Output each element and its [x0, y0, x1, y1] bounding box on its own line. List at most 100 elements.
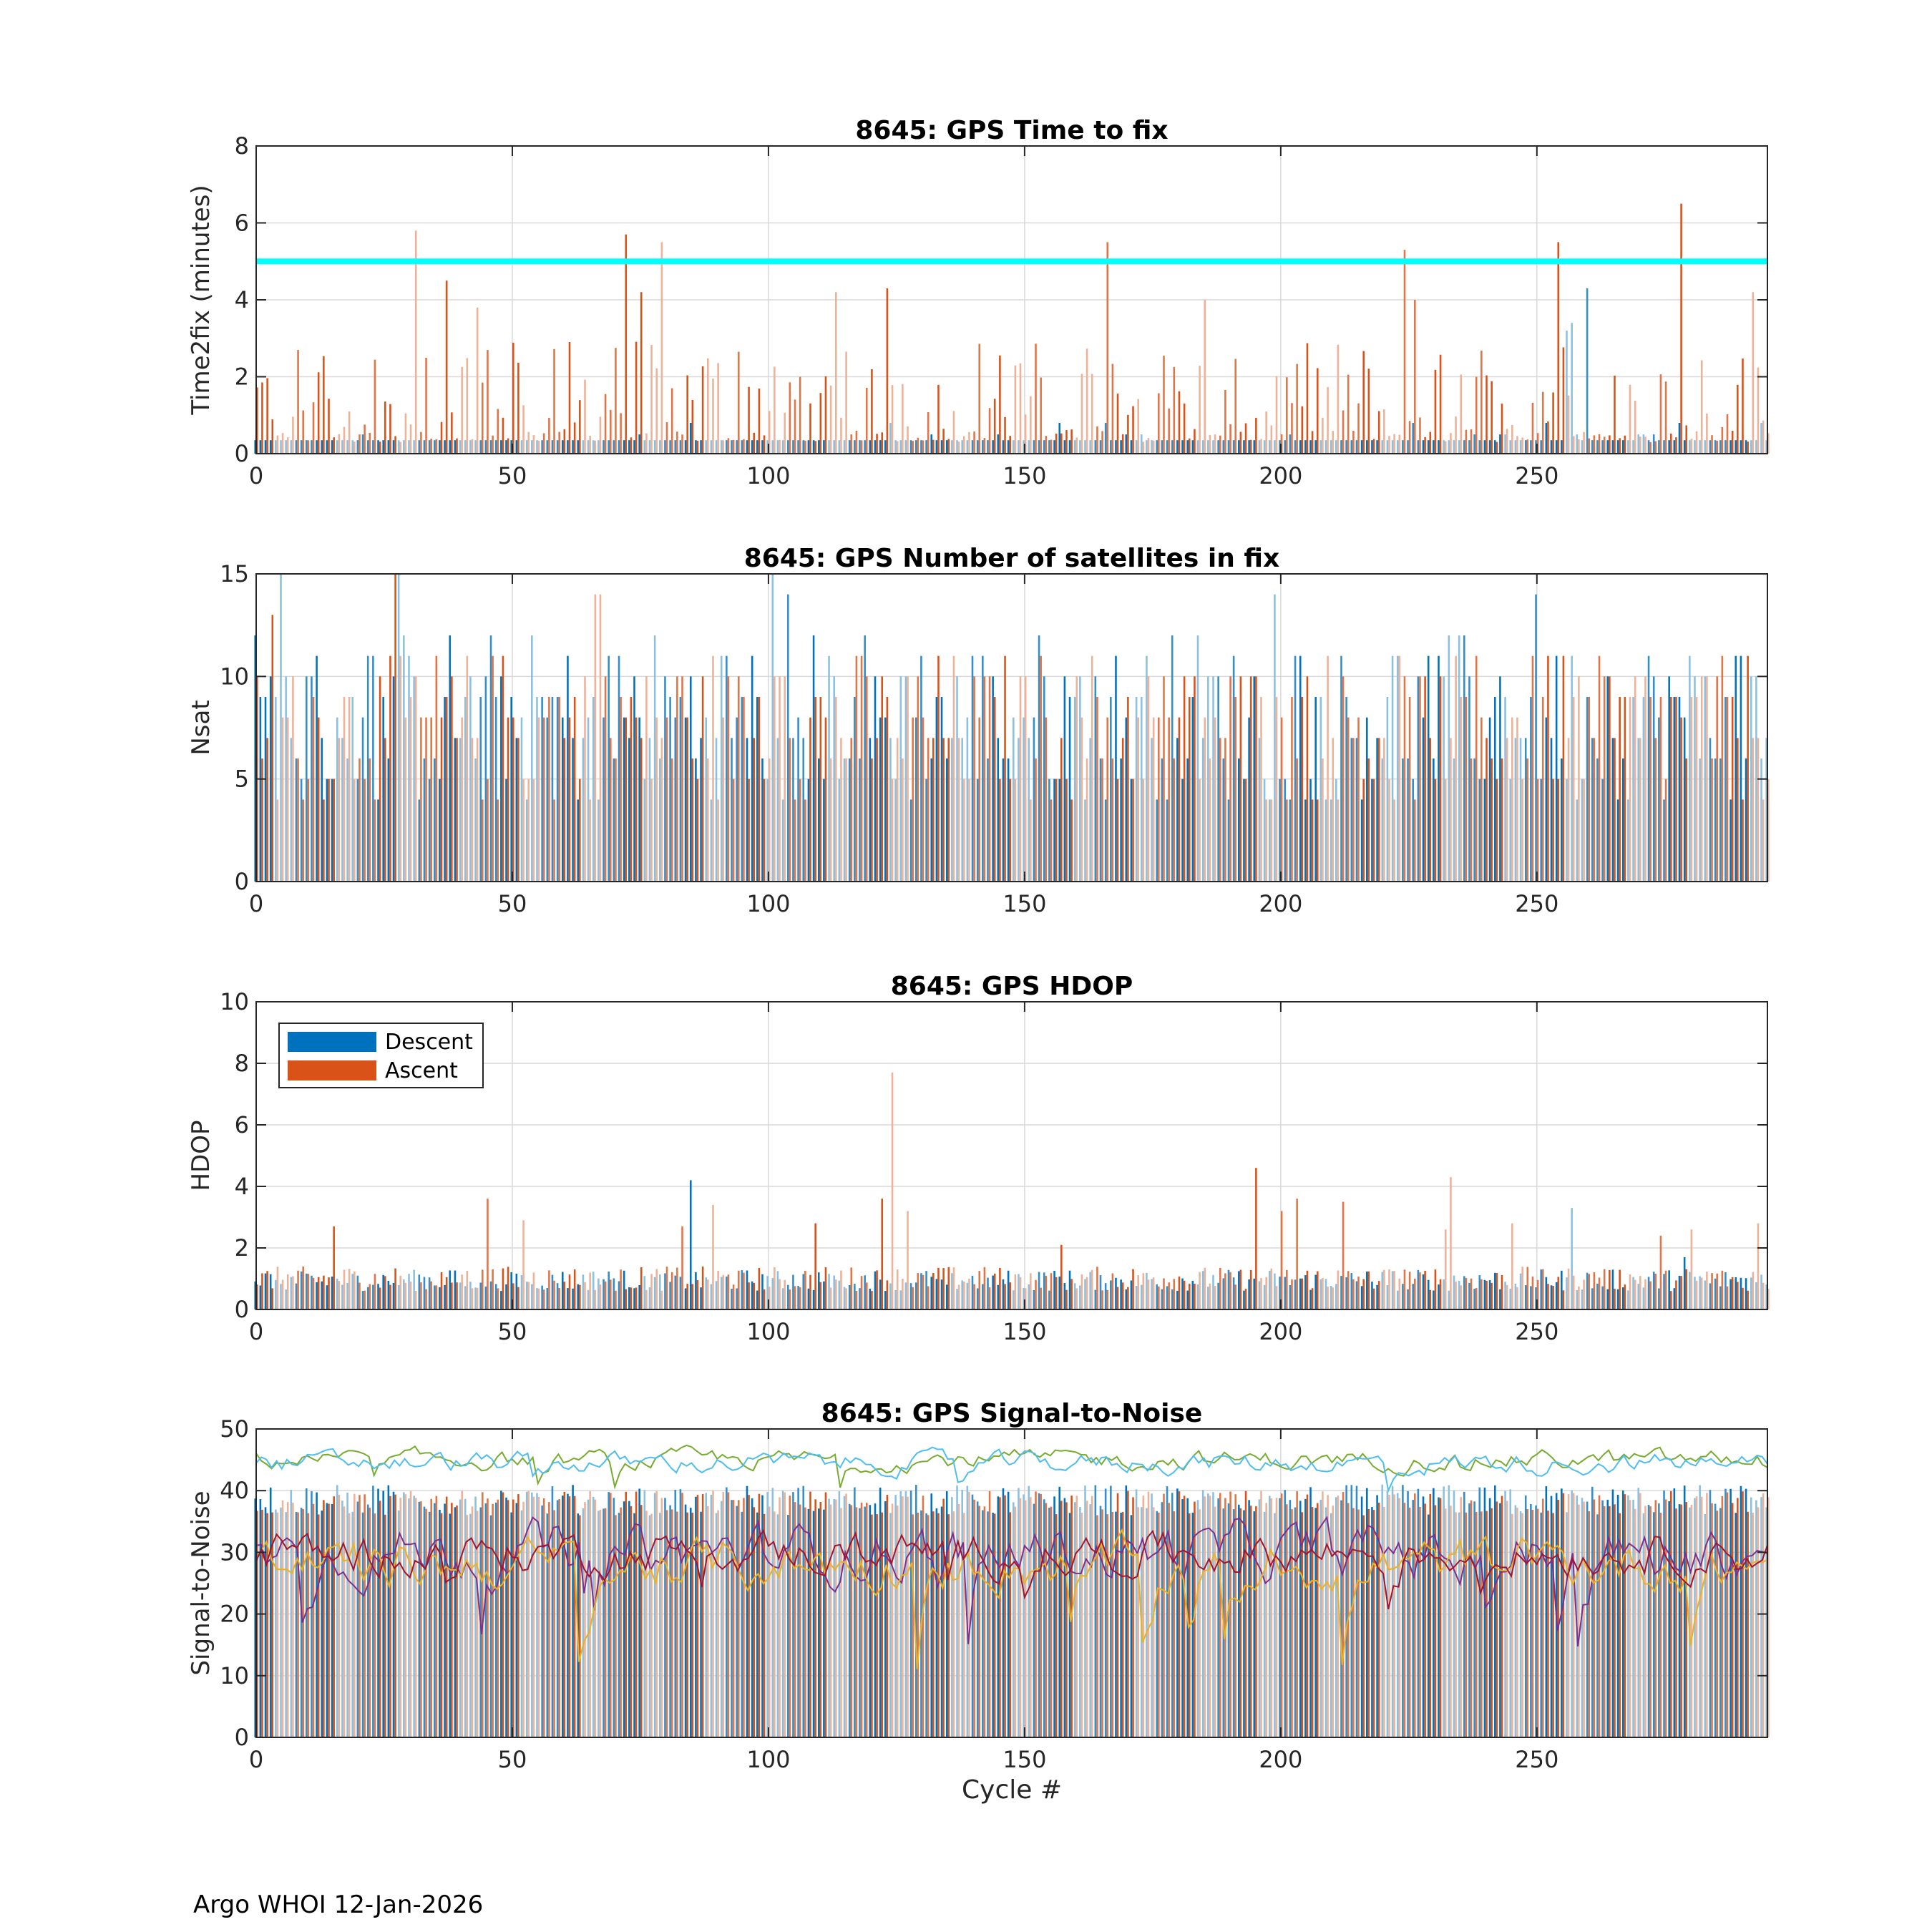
bar-ascent	[701, 1266, 704, 1309]
bar-ascent	[1414, 799, 1416, 882]
bar-ascent	[348, 1513, 351, 1737]
bar-ascent	[840, 417, 842, 454]
bar-descent	[746, 1270, 748, 1309]
bar-descent	[1611, 738, 1614, 882]
bar-descent	[1110, 440, 1112, 454]
bar-ascent	[312, 1503, 315, 1737]
bar-ascent	[932, 1511, 935, 1737]
bar-descent	[551, 1274, 554, 1309]
bar-descent	[781, 1491, 784, 1737]
bar-ascent	[1583, 1501, 1585, 1737]
bar-descent	[664, 1498, 666, 1737]
bar-descent	[720, 1277, 723, 1309]
bar-ascent	[988, 1287, 991, 1309]
bar-ascent	[1603, 436, 1606, 454]
bar-descent	[951, 440, 953, 454]
bar-ascent	[660, 1290, 663, 1309]
bar-ascent	[1644, 436, 1646, 454]
bar-descent	[776, 440, 779, 454]
bar-descent	[1263, 779, 1266, 882]
bar-ascent	[573, 1496, 576, 1737]
bar-ascent	[404, 413, 407, 454]
bar-descent	[1493, 1485, 1496, 1737]
bar-descent	[781, 799, 784, 882]
bar-descent	[459, 738, 462, 882]
bar-ascent	[789, 1496, 791, 1737]
bar-ascent	[1147, 438, 1150, 454]
bar-ascent	[374, 1274, 376, 1309]
bar-ascent	[1634, 676, 1636, 882]
bar-descent	[961, 1489, 963, 1737]
legend-label-descent: Descent	[385, 1030, 473, 1055]
bar-descent	[756, 697, 758, 882]
bar-descent	[1274, 440, 1276, 454]
bar-ascent	[743, 1498, 745, 1737]
bar-ascent	[1675, 1508, 1677, 1737]
bar-ascent	[774, 1511, 776, 1737]
bar-ascent	[1311, 1507, 1314, 1737]
bar-descent	[1222, 440, 1225, 454]
bar-ascent	[1624, 1494, 1626, 1737]
bar-ascent	[1567, 1268, 1570, 1309]
bar-ascent	[758, 388, 761, 454]
bar-descent	[1453, 758, 1455, 882]
bar-ascent	[568, 1496, 571, 1737]
bar-ascent	[1127, 1287, 1129, 1309]
bar-ascent	[1234, 358, 1237, 454]
bar-descent	[940, 697, 943, 882]
bar-descent	[1002, 1488, 1005, 1737]
bar-ascent	[1609, 1506, 1611, 1737]
bar-descent	[736, 717, 738, 882]
bar-descent	[1535, 1287, 1537, 1309]
bar-descent	[1581, 779, 1584, 882]
bar-ascent	[271, 1512, 274, 1737]
bar-descent	[561, 717, 564, 882]
bar-descent	[1735, 655, 1737, 882]
bar-descent	[1023, 1287, 1025, 1309]
bar-descent	[1504, 1491, 1506, 1737]
bar-ascent	[1301, 1512, 1304, 1737]
bar-ascent	[568, 1274, 571, 1309]
bar-descent	[859, 440, 861, 454]
bar-descent	[264, 1273, 267, 1309]
bar-ascent	[722, 440, 725, 454]
bar-descent	[366, 1504, 369, 1737]
bar-descent	[613, 758, 615, 882]
bar-descent	[648, 738, 651, 882]
bar-ascent	[615, 348, 617, 454]
bar-descent	[705, 1493, 708, 1737]
bar-ascent	[425, 717, 427, 882]
bar-descent	[1719, 440, 1722, 454]
bar-descent	[874, 1503, 877, 1737]
bar-descent	[1279, 1498, 1281, 1737]
legend-swatch-descent	[288, 1032, 376, 1052]
bar-descent	[1473, 434, 1475, 454]
bar-descent	[597, 1278, 600, 1309]
bar-ascent	[286, 717, 289, 882]
bar-descent	[1360, 1286, 1363, 1309]
bar-ascent	[430, 717, 432, 882]
bar-descent	[1350, 1485, 1353, 1737]
bar-ascent	[1188, 438, 1191, 454]
bar-descent	[536, 440, 538, 454]
bar-ascent	[1690, 439, 1693, 454]
bar-descent	[408, 1274, 410, 1309]
bar-ascent	[850, 1267, 853, 1309]
bar-ascent	[537, 717, 540, 882]
bar-ascent	[1491, 1508, 1493, 1737]
bar-ascent	[604, 1281, 607, 1309]
bar-ascent	[1762, 799, 1765, 882]
bar-descent	[428, 1277, 431, 1309]
bar-descent	[982, 655, 984, 882]
bar-ascent	[1332, 1287, 1335, 1309]
bar-ascent	[650, 1513, 653, 1737]
bar-ascent	[430, 1498, 432, 1737]
bar-ascent	[1219, 1493, 1221, 1737]
bar-ascent	[1080, 717, 1083, 882]
bar-descent	[1171, 635, 1174, 882]
bar-descent	[1115, 440, 1117, 454]
bar-descent	[439, 440, 441, 454]
bar-descent	[720, 440, 723, 454]
bar-descent	[351, 697, 354, 882]
bar-descent	[1053, 1496, 1055, 1737]
